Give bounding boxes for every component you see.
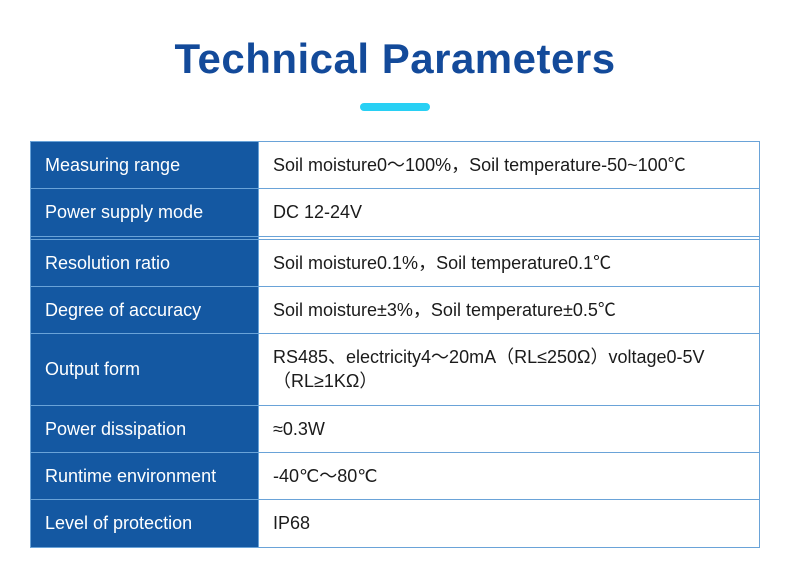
table-row: Degree of accuracy Soil moisture±3%，Soil… <box>31 286 760 333</box>
param-label: Measuring range <box>31 142 259 189</box>
param-label: Output form <box>31 334 259 406</box>
param-value: DC 12-24V <box>259 189 760 236</box>
param-value: Soil moisture±3%，Soil temperature±0.5℃ <box>259 286 760 333</box>
table-row: Power supply mode DC 12-24V <box>31 189 760 236</box>
table-row: Output form RS485、electricity4～20mA（RL≤2… <box>31 334 760 406</box>
param-label: Power dissipation <box>31 405 259 452</box>
params-table: Measuring range Soil moisture0～100%，Soil… <box>30 141 760 548</box>
param-value: RS485、electricity4～20mA（RL≤250Ω）voltage0… <box>259 334 760 406</box>
param-label: Degree of accuracy <box>31 286 259 333</box>
accent-bar <box>360 103 430 111</box>
param-label: Runtime environment <box>31 453 259 500</box>
param-value: -40℃～80℃ <box>259 453 760 500</box>
param-label: Resolution ratio <box>31 239 259 286</box>
param-value: ≈0.3W <box>259 405 760 452</box>
page-title: Technical Parameters <box>0 35 790 83</box>
param-value: IP68 <box>259 500 760 547</box>
table-row: Level of protection IP68 <box>31 500 760 547</box>
param-label: Level of protection <box>31 500 259 547</box>
param-value: Soil moisture0.1%，Soil temperature0.1℃ <box>259 239 760 286</box>
table-row: Resolution ratio Soil moisture0.1%，Soil … <box>31 239 760 286</box>
table-row: Power dissipation ≈0.3W <box>31 405 760 452</box>
table-row: Runtime environment -40℃～80℃ <box>31 453 760 500</box>
param-label: Power supply mode <box>31 189 259 236</box>
table-row: Measuring range Soil moisture0～100%，Soil… <box>31 142 760 189</box>
param-value: Soil moisture0～100%，Soil temperature-50~… <box>259 142 760 189</box>
